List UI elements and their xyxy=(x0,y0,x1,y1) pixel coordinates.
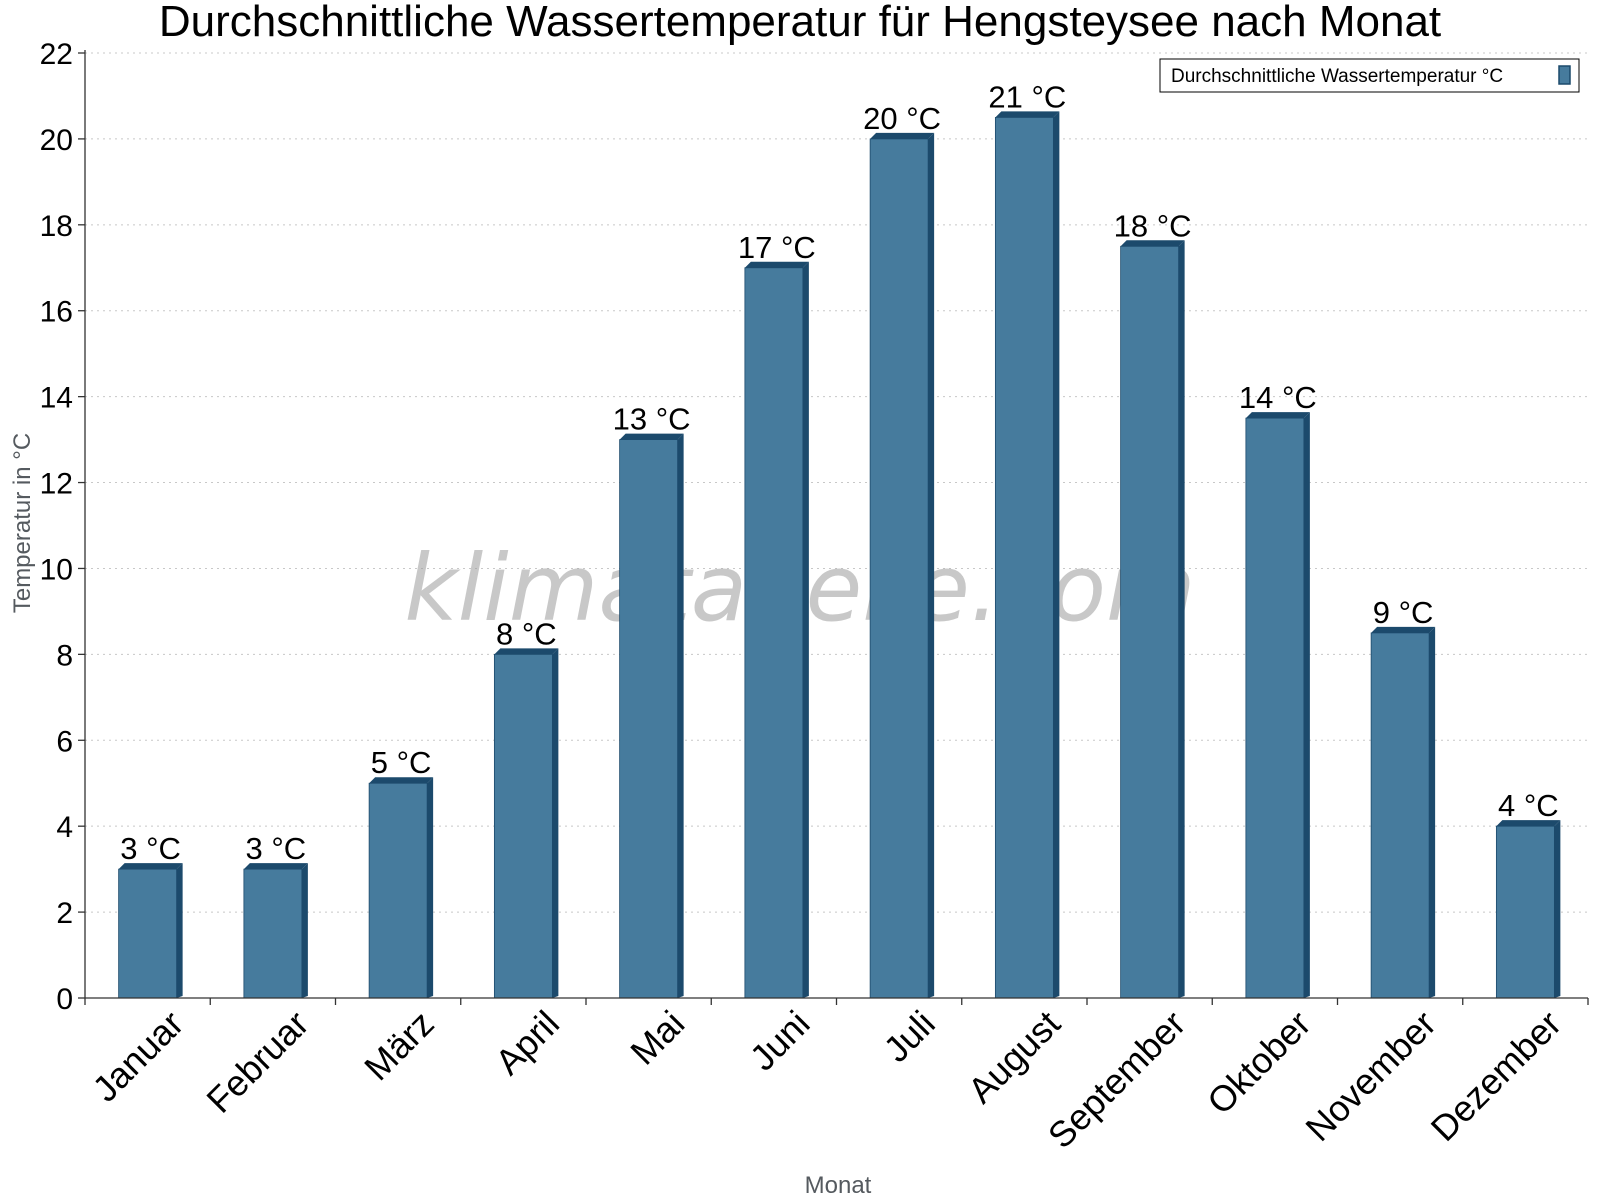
y-tick-label-9: 18 xyxy=(40,210,73,243)
bar-front-10 xyxy=(1245,417,1305,999)
x-tick-labels: Januar Februar März April Mai Juni Juli AugustS… xyxy=(84,1003,1569,1157)
x-tick-label-12: Dezember xyxy=(1423,1003,1569,1149)
bar-front-2 xyxy=(243,868,303,999)
bar-top-3 xyxy=(369,777,434,784)
y-tick-label-7: 14 xyxy=(40,382,73,415)
data-labels: 3 °C 3 °C 5 °C 8 °C 13 °C 17 °C 20 °C 21 °C 18 °… xyxy=(120,79,1558,866)
bar-side-4 xyxy=(552,648,559,998)
bar-side-10 xyxy=(1303,412,1310,998)
bar-front-1 xyxy=(118,868,178,999)
bar-side-5 xyxy=(677,433,684,998)
bar-side-6 xyxy=(802,261,809,999)
bar-6 xyxy=(744,261,809,999)
y-tick-label-6: 12 xyxy=(40,468,73,501)
bar-top-12 xyxy=(1496,820,1561,827)
x-tick-label-2: Februar xyxy=(198,1003,316,1121)
bar-top-6 xyxy=(744,261,809,268)
data-label-11: 9 °C xyxy=(1373,595,1434,630)
x-tick-label-10: Oktober xyxy=(1199,1003,1319,1123)
x-tick-label-8: August xyxy=(960,1003,1068,1111)
y-tick-label-8: 16 xyxy=(40,296,73,329)
data-label-5: 13 °C xyxy=(613,402,691,437)
data-label-8: 21 °C xyxy=(988,79,1066,114)
bar-side-1 xyxy=(176,863,183,998)
data-label-7: 20 °C xyxy=(863,101,941,136)
bar-side-8 xyxy=(1053,111,1060,998)
bar-side-12 xyxy=(1554,820,1561,998)
chart-title: Durchschnittliche Wassertemperatur für H… xyxy=(159,0,1441,46)
x-tick-label-3: März xyxy=(356,1003,442,1089)
bar-side-3 xyxy=(427,777,434,998)
bar-7 xyxy=(869,132,935,999)
data-label-3: 5 °C xyxy=(371,745,432,780)
bar-4 xyxy=(493,648,559,999)
bar-top-2 xyxy=(243,863,308,870)
bar-front-6 xyxy=(744,267,804,999)
bar-side-9 xyxy=(1178,240,1185,998)
y-tick-label-5: 10 xyxy=(40,553,73,586)
y-tick-label-1: 2 xyxy=(56,897,73,930)
bar-12 xyxy=(1495,820,1561,999)
x-tick-label-4: April xyxy=(487,1003,567,1083)
bar-top-7 xyxy=(870,132,935,139)
bar-front-7 xyxy=(869,138,929,999)
bar-9 xyxy=(1120,240,1185,999)
bars xyxy=(118,111,1561,999)
bar-top-4 xyxy=(494,648,559,655)
legend-swatch xyxy=(1558,65,1571,85)
bar-top-9 xyxy=(1120,240,1185,247)
bar-front-5 xyxy=(619,439,679,999)
x-tick-label-6: Juni xyxy=(742,1003,818,1079)
bar-front-11 xyxy=(1370,632,1430,999)
data-label-10: 14 °C xyxy=(1239,380,1317,415)
bar-top-8 xyxy=(995,111,1060,118)
legend-entry-label: Durchschnittliche Wassertemperatur °C xyxy=(1171,66,1503,87)
data-label-2: 3 °C xyxy=(246,831,307,866)
y-tick-label-2: 4 xyxy=(56,811,73,844)
bar-top-5 xyxy=(619,433,684,440)
bar-side-7 xyxy=(928,132,935,999)
y-tick-label-11: 22 xyxy=(40,38,73,71)
x-tick-label-9: September xyxy=(1040,1003,1194,1157)
bar-front-12 xyxy=(1495,825,1555,999)
y-tick-label-3: 6 xyxy=(56,725,73,758)
legend-box xyxy=(1159,58,1580,93)
data-label-6: 17 °C xyxy=(738,230,816,265)
y-tick-label-4: 8 xyxy=(56,639,73,672)
y-tick-label-0: 0 xyxy=(56,983,73,1016)
bar-10 xyxy=(1245,412,1310,999)
legend: Durchschnittliche Wassertemperatur °C xyxy=(1159,58,1580,93)
x-tick-label-7: Juli xyxy=(876,1003,943,1070)
bar-front-4 xyxy=(493,653,553,999)
bar-front-3 xyxy=(368,782,428,999)
axes xyxy=(78,50,1589,1005)
bar-side-11 xyxy=(1429,626,1436,998)
data-label-12: 4 °C xyxy=(1498,788,1559,823)
grid xyxy=(85,52,1588,913)
bar-top-10 xyxy=(1245,412,1310,419)
y-tick-labels: 0 2 4 6 8 10 12 14 16 18 20 22 xyxy=(40,38,73,1016)
bar-top-11 xyxy=(1371,626,1436,633)
x-tick-label-1: Januar xyxy=(84,1003,191,1110)
bar-1 xyxy=(118,863,183,999)
data-label-4: 8 °C xyxy=(496,616,557,651)
y-axis-label: Temperatur in °C xyxy=(9,433,36,613)
bar-front-9 xyxy=(1120,245,1180,999)
data-label-1: 3 °C xyxy=(120,831,181,866)
data-label-9: 18 °C xyxy=(1114,208,1192,243)
bar-3 xyxy=(368,777,434,999)
x-axis-label: Monat xyxy=(805,1172,872,1199)
bar-8 xyxy=(994,111,1060,999)
x-tick-label-11: November xyxy=(1297,1003,1443,1149)
bar-front-8 xyxy=(994,117,1054,999)
bar-5 xyxy=(619,433,684,999)
bar-11 xyxy=(1370,626,1436,999)
y-tick-label-10: 20 xyxy=(40,124,73,157)
bar-2 xyxy=(243,863,308,999)
bar-side-2 xyxy=(301,863,308,998)
bar-top-1 xyxy=(118,863,183,870)
x-tick-label-5: Mai xyxy=(622,1003,692,1073)
